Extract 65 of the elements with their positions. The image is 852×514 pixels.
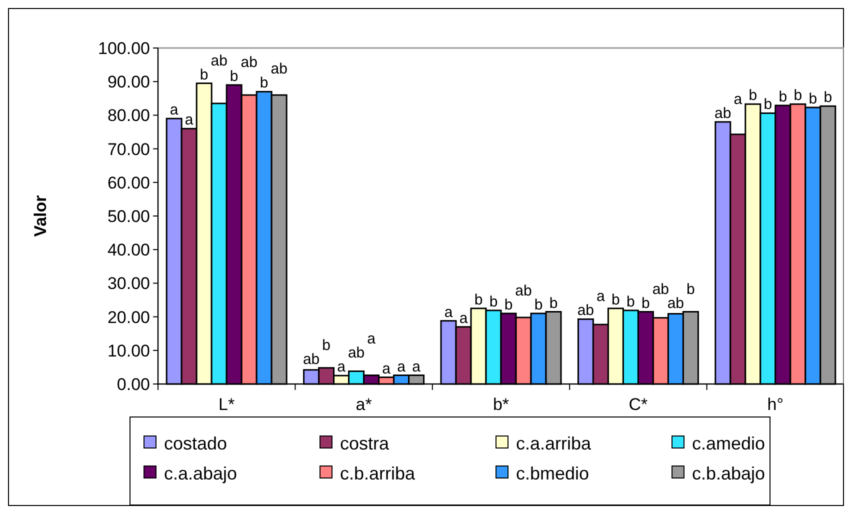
data-label: a xyxy=(444,304,454,321)
data-label: a xyxy=(397,358,406,376)
data-label: b xyxy=(504,296,513,314)
data-label: ab xyxy=(302,350,320,368)
x-tick-label: b* xyxy=(492,395,510,414)
y-tick-label: 0.00 xyxy=(116,374,150,394)
legend-label: c.a.abajo xyxy=(164,463,238,484)
legend-label: c.amedio xyxy=(692,433,766,454)
data-label: ab xyxy=(714,104,732,122)
data-label: b xyxy=(549,294,558,312)
data-label: b xyxy=(794,87,802,104)
legend-label: c.a.arriba xyxy=(516,433,592,454)
y-tick-label: 50.00 xyxy=(107,206,150,226)
x-tick-label: a* xyxy=(356,395,372,414)
data-label: ab xyxy=(270,60,288,78)
data-label: b xyxy=(778,88,788,106)
data-label: a xyxy=(734,90,743,108)
legend-label: costado xyxy=(164,433,228,454)
data-label: b xyxy=(474,291,483,308)
data-label: b xyxy=(260,74,268,92)
data-label: a xyxy=(382,360,392,378)
data-label: ab xyxy=(577,302,594,320)
data-label: ab xyxy=(667,294,684,312)
y-axis-title: Valor xyxy=(31,194,50,237)
data-label: ab xyxy=(515,282,532,300)
y-tick-label: 70.00 xyxy=(107,140,150,159)
data-label: a xyxy=(367,330,376,348)
data-label: ab xyxy=(348,344,365,362)
legend-label: c.b.arriba xyxy=(340,463,416,484)
legend-label: c.b.abajo xyxy=(692,463,766,484)
x-tick-label: C* xyxy=(628,395,648,414)
y-tick-label: 20.00 xyxy=(107,308,150,327)
data-label: b xyxy=(534,296,543,314)
data-label: b xyxy=(322,336,330,354)
data-label: b xyxy=(489,293,498,310)
data-label: a xyxy=(412,358,422,376)
data-label: b xyxy=(612,291,620,308)
legend-label: costra xyxy=(340,433,390,454)
y-tick-label: 10.00 xyxy=(107,341,150,360)
y-tick-label: 80.00 xyxy=(107,106,150,126)
data-label: b xyxy=(626,293,635,310)
y-tick-label: 60.00 xyxy=(107,173,150,192)
x-tick-label: h° xyxy=(767,395,784,414)
y-tick-label: 100.00 xyxy=(98,38,150,58)
y-tick-label: 90.00 xyxy=(107,72,150,92)
data-label: ab xyxy=(240,54,258,71)
data-label: b xyxy=(764,96,772,114)
data-label: b xyxy=(642,294,650,312)
legend-label: c.bmedio xyxy=(516,463,590,484)
x-tick-label: L* xyxy=(218,395,236,414)
data-label: a xyxy=(459,310,468,327)
data-label: b xyxy=(824,89,832,106)
y-tick-label: 40.00 xyxy=(107,240,150,260)
data-label: a xyxy=(596,288,606,306)
data-label: b xyxy=(808,90,818,108)
data-label: b xyxy=(686,280,695,298)
data-label: ab xyxy=(210,52,228,70)
data-label: a xyxy=(170,102,179,119)
data-label: ab xyxy=(652,280,670,298)
data-label: a xyxy=(337,358,346,376)
data-label: b xyxy=(748,87,758,104)
data-label: b xyxy=(230,68,238,85)
data-label: b xyxy=(200,66,208,84)
data-label: a xyxy=(184,112,194,129)
y-tick-label: 30.00 xyxy=(107,274,150,294)
